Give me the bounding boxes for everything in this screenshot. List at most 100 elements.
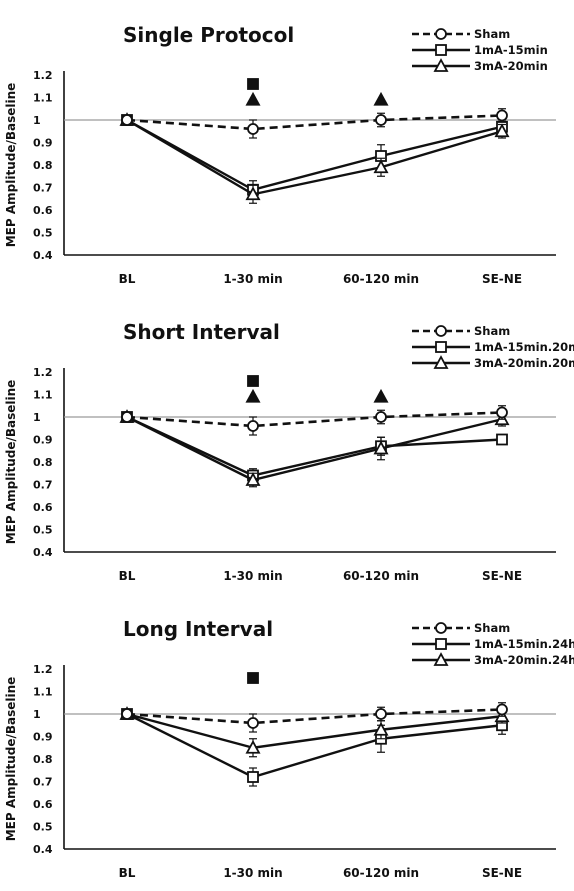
significance-square <box>247 672 259 684</box>
x-tick-label: SE-NE <box>482 569 522 583</box>
significance-triangle <box>245 91 261 106</box>
data-point-circle <box>496 406 508 419</box>
y-tick-label: 0.7 <box>33 182 53 195</box>
y-axis-label: MEP Amplitude/Baseline <box>4 380 18 545</box>
y-tick-label: 1 <box>33 411 41 424</box>
y-tick-label: 0.8 <box>33 159 53 172</box>
data-point-circle <box>121 411 133 423</box>
x-tick-label: SE-NE <box>482 272 522 286</box>
y-axis-label: MEP Amplitude/Baseline <box>4 677 18 842</box>
y-tick-label: 0.8 <box>33 456 53 469</box>
y-tick-label: 1 <box>33 708 41 721</box>
chart-title: Short Interval <box>123 320 280 344</box>
legend-marker-circle <box>435 28 447 40</box>
chart-title: Single Protocol <box>123 23 294 47</box>
series-circle <box>121 108 508 139</box>
series-line-triangle <box>126 712 503 749</box>
y-tick-label: 0.9 <box>33 434 53 447</box>
y-tick-label: 0.4 <box>33 546 53 559</box>
data-point-circle <box>375 114 387 126</box>
x-tick-label: 1-30 min <box>223 569 282 583</box>
chart-panel-short-interval: Short Interval MEP Amplitude/Baseline 0.4 0… <box>0 297 574 589</box>
series-triangle <box>119 706 510 758</box>
data-point-circle <box>496 109 508 122</box>
y-tick-label: 0.4 <box>33 843 53 856</box>
series-line-square <box>126 415 503 477</box>
chart-short-interval: Short Interval MEP Amplitude/Baseline 0.4 0… <box>4 320 574 583</box>
data-point-square <box>496 433 508 446</box>
series-line-circle <box>126 114 503 131</box>
legend-label: Sham <box>474 27 510 41</box>
series-line-circle <box>126 708 503 725</box>
series-line-square <box>126 712 503 779</box>
data-point-triangle <box>373 721 389 736</box>
data-point-square <box>247 771 259 783</box>
legend-marker-square <box>435 341 447 353</box>
legend-label: 1mA-15min <box>474 43 548 57</box>
data-point-triangle <box>245 186 261 201</box>
series-square <box>121 708 508 787</box>
x-tick-label: 1-30 min <box>223 866 282 880</box>
data-point-circle <box>121 114 133 126</box>
y-tick-label: 1.2 <box>33 69 53 82</box>
legend-label: 1mA-15min.24h.1mA-15min <box>474 637 574 651</box>
y-tick-label: 0.6 <box>33 204 53 217</box>
legend-label: 1mA-15min.20min.1mA-15min <box>474 340 574 354</box>
x-tick-label: 60-120 min <box>343 272 419 286</box>
y-tick-label: 1.2 <box>33 663 53 676</box>
y-tick-label: 1.1 <box>33 389 53 402</box>
y-tick-label: 0.5 <box>33 227 53 240</box>
data-point-circle <box>375 708 387 720</box>
data-point-triangle <box>373 159 389 174</box>
legend-marker-triangle <box>433 58 449 72</box>
data-point-circle <box>247 717 259 729</box>
series-triangle <box>119 112 510 204</box>
y-tick-label: 1.1 <box>33 92 53 105</box>
significance-square <box>247 78 259 90</box>
significance-triangle <box>245 388 261 403</box>
series-line-circle <box>126 411 503 428</box>
y-tick-label: 0.8 <box>33 753 53 766</box>
y-tick-label: 0.9 <box>33 731 53 744</box>
series-circle <box>121 405 508 436</box>
chart-panel-single-protocol: Single Protocol MEP Amplitude/Baseline 0.4… <box>0 0 574 292</box>
data-point-circle <box>375 411 387 423</box>
chart-long-interval: Long Interval MEP Amplitude/Baseline 0.4 0.… <box>4 617 574 880</box>
chart-panel-long-interval: Long Interval MEP Amplitude/Baseline 0.4 0.… <box>0 594 574 886</box>
data-point-circle <box>247 420 259 432</box>
legend-marker-circle <box>435 622 447 634</box>
y-tick-label: 0.5 <box>33 524 53 537</box>
legend-label: 3mA-20min.20min.3mA-20min <box>474 356 574 370</box>
x-tick-label: BL <box>119 272 136 286</box>
chart-title: Long Interval <box>123 617 273 641</box>
data-point-triangle <box>494 123 510 138</box>
x-tick-label: 1-30 min <box>223 272 282 286</box>
legend-marker-square <box>435 638 447 650</box>
y-tick-label: 0.9 <box>33 137 53 150</box>
x-tick-label: 60-120 min <box>343 569 419 583</box>
significance-triangle <box>373 91 389 106</box>
series-circle <box>121 702 508 733</box>
y-tick-label: 0.6 <box>33 501 53 514</box>
legend-marker-square <box>435 44 447 56</box>
y-tick-label: 0.5 <box>33 821 53 834</box>
data-point-circle <box>247 123 259 135</box>
series-line-square <box>126 118 503 191</box>
legend-label: Sham <box>474 621 510 635</box>
y-tick-label: 1 <box>33 114 41 127</box>
significance-triangle <box>373 388 389 403</box>
data-point-triangle <box>373 440 389 455</box>
x-tick-label: BL <box>119 569 136 583</box>
legend-marker-circle <box>435 325 447 337</box>
data-point-circle <box>496 703 508 716</box>
y-tick-label: 0.6 <box>33 798 53 811</box>
chart-single-protocol: Single Protocol MEP Amplitude/Baseline 0.4… <box>4 23 556 286</box>
legend-marker-triangle <box>433 652 449 666</box>
y-tick-label: 0.4 <box>33 249 53 262</box>
legend-label: Sham <box>474 324 510 338</box>
y-axis-label: MEP Amplitude/Baseline <box>4 83 18 248</box>
legend-label: 3mA-20min.24h.3mA-20min <box>474 653 574 667</box>
data-point-circle <box>121 708 133 720</box>
y-tick-label: 0.7 <box>33 776 53 789</box>
x-tick-label: 60-120 min <box>343 866 419 880</box>
